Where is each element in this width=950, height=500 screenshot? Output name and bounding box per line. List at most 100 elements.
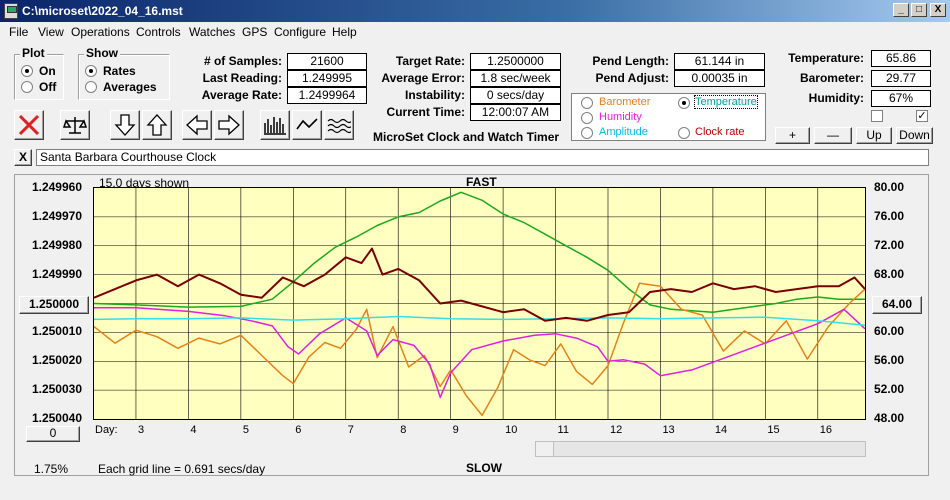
days-shown-label: 15.0 days shown [99, 176, 190, 190]
scale-minus-button[interactable]: — [814, 127, 852, 144]
line-view-button[interactable] [292, 110, 322, 140]
plot-on-label: On [39, 64, 56, 78]
legend-clock-rate-label: Clock rate [695, 126, 745, 138]
show-averages-radio[interactable] [85, 81, 97, 93]
day-tick-label: 8 [400, 424, 407, 436]
average-rate-field: 1.2499964 [287, 87, 367, 104]
left-axis-tick-label: 1.250020 [31, 353, 82, 368]
plot-off-radio[interactable] [21, 81, 33, 93]
clear-clock-name-button[interactable]: X [14, 149, 32, 166]
day-tick-label: 4 [190, 424, 197, 436]
pend-adjust-label: Pend Adjust: [595, 71, 669, 85]
arrow-up-icon [146, 114, 168, 136]
samples-label: # of Samples: [203, 54, 282, 68]
series-line-barometer [94, 282, 865, 417]
day-tick-label: 13 [662, 424, 675, 436]
series-line-amplitude [94, 315, 865, 326]
legend-amplitude-radio[interactable] [581, 127, 593, 139]
menu-controls[interactable]: Controls [136, 25, 181, 39]
offset-button[interactable]: 0 [26, 426, 80, 442]
day-tick-label: 11 [557, 424, 569, 436]
right-axis-tick-label: 76.00 [874, 208, 905, 223]
target-rate-field[interactable]: 1.2500000 [470, 53, 561, 70]
maximize-button[interactable]: □ [911, 3, 927, 17]
scroll-down-button[interactable]: Down [896, 127, 933, 144]
barometer-label: Barometer: [799, 71, 864, 85]
humidity-label: Humidity: [808, 91, 864, 105]
pend-length-field[interactable]: 61.144 in [674, 53, 765, 70]
day-tick-label: 6 [295, 424, 302, 436]
option-checkbox-1[interactable] [871, 110, 883, 122]
grid-line-note: Each grid line = 0.691 secs/day [98, 462, 266, 476]
legend-barometer-radio[interactable] [581, 97, 593, 109]
menu-help[interactable]: Help [332, 25, 357, 39]
horizontal-scrollbar[interactable] [535, 441, 866, 457]
right-axis-tick-label: 56.00 [874, 353, 905, 368]
show-rates-radio[interactable] [85, 65, 97, 77]
scroll-left-button[interactable] [182, 110, 212, 140]
red-x-icon [18, 114, 40, 136]
legend-amplitude-label: Amplitude [599, 126, 648, 138]
scale-plus-button[interactable]: + [775, 127, 810, 144]
temperature-label: Temperature: [788, 51, 864, 65]
percent-label: 1.75% [34, 462, 69, 476]
menu-configure[interactable]: Configure [274, 25, 327, 39]
left-axis-tick-label: 1.249960 [31, 180, 82, 194]
left-axis: 1.2499601.2499701.2499801.2499901.250000… [14, 180, 84, 430]
chart-svg [94, 188, 865, 419]
target-rate-label: Target Rate: [395, 54, 465, 68]
series-line-clock-rate [94, 247, 865, 322]
day-tick-label: 7 [347, 424, 354, 436]
legend-temperature-label: Temperature [694, 95, 758, 109]
close-window-button[interactable]: X [930, 3, 946, 17]
day-tick-label: 3 [137, 424, 145, 436]
app-icon [4, 3, 18, 19]
scrollbar-thumb[interactable] [536, 442, 554, 456]
series-line-humidity [94, 307, 865, 399]
minimize-button[interactable]: _ [893, 3, 909, 17]
pend-adjust-field[interactable]: 0.00035 in [674, 70, 765, 87]
wave-view-button[interactable] [324, 110, 354, 140]
scroll-right-button[interactable] [214, 110, 244, 140]
right-center-value-button[interactable]: 64.00 [872, 296, 922, 314]
day-tick-label: 5 [242, 424, 249, 436]
title-bar: C:\microset\2022_04_16.mst _ □ X [0, 0, 950, 22]
right-axis-tick-label: 48.00 [874, 411, 905, 425]
menu-view[interactable]: View [38, 25, 64, 39]
shift-up-button[interactable] [142, 110, 172, 140]
line-graph-icon [296, 118, 318, 130]
bar-view-button[interactable] [260, 110, 290, 140]
current-time-label: Current Time: [386, 105, 465, 119]
menu-watches[interactable]: Watches [189, 25, 236, 39]
scroll-up-button[interactable]: Up [856, 127, 892, 144]
left-axis-tick-label: 1.249980 [31, 237, 82, 252]
menu-operations[interactable]: Operations [71, 25, 130, 39]
show-group [78, 54, 170, 100]
plot-area [93, 187, 866, 420]
left-axis-tick-label: 1.249990 [31, 266, 82, 281]
shift-down-button[interactable] [110, 110, 140, 140]
clear-data-button[interactable] [14, 110, 44, 140]
slow-label: SLOW [466, 461, 502, 475]
option-checkbox-2[interactable]: ✓ [916, 110, 928, 122]
temperature-field: 65.86 [871, 50, 931, 67]
balance-button[interactable] [60, 110, 90, 140]
clock-name-input[interactable]: Santa Barbara Courthouse Clock [36, 149, 929, 166]
menu-file[interactable]: File [9, 25, 29, 39]
day-tick-label: 16 [819, 424, 833, 436]
show-rates-label: Rates [103, 64, 136, 78]
legend-clock-rate-radio[interactable] [678, 127, 690, 139]
day-tick-label: 15 [767, 424, 780, 436]
legend-temperature-radio[interactable] [678, 97, 690, 109]
arrow-right-icon [218, 114, 240, 136]
right-axis-tick-label: 68.00 [874, 266, 905, 281]
legend-humidity-radio[interactable] [581, 112, 593, 124]
menu-gps[interactable]: GPS [242, 25, 268, 39]
series-legend: Barometer Temperature Humidity Amplitude… [571, 93, 766, 141]
arrow-down-icon [114, 114, 136, 136]
plot-on-radio[interactable] [21, 65, 33, 77]
left-center-value-button[interactable]: 1.250000 [19, 296, 89, 314]
right-axis-tick-label: 80.00 [874, 180, 905, 194]
series-line-temperature [94, 191, 865, 313]
last-reading-field: 1.249995 [287, 70, 367, 87]
